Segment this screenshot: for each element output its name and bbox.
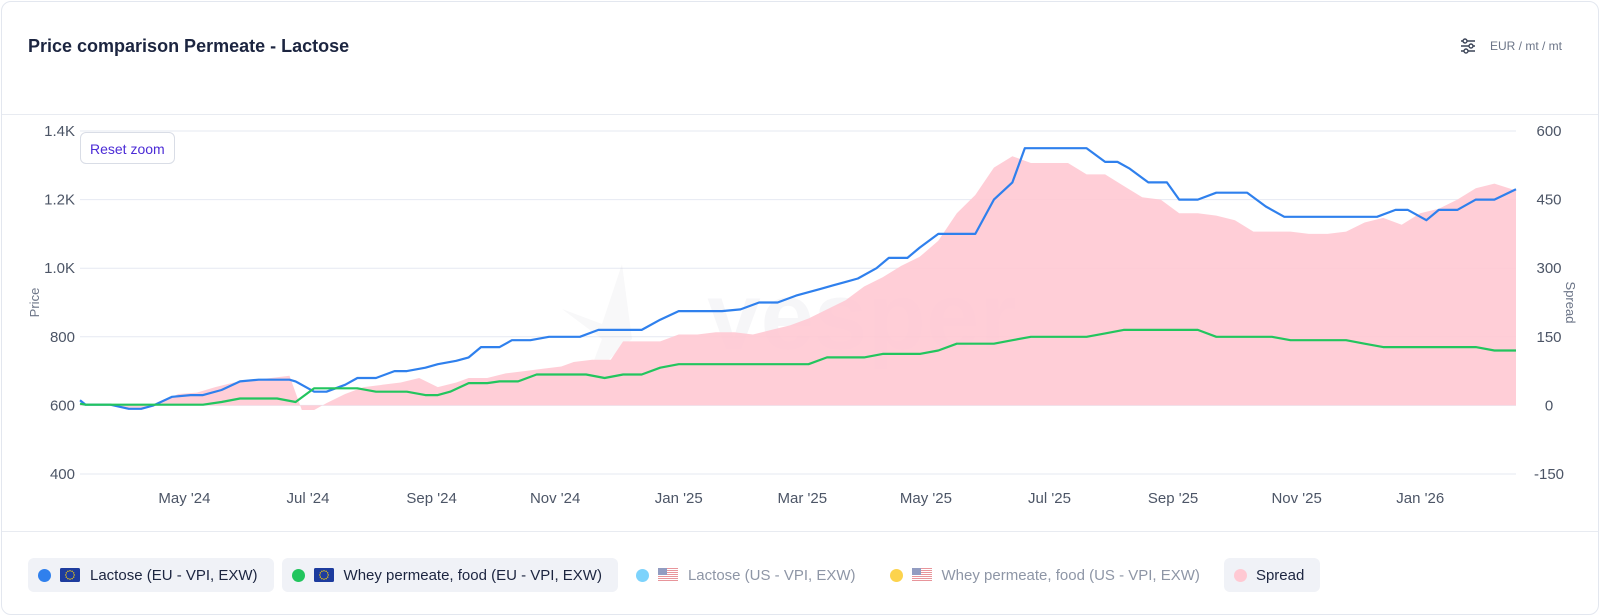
legend-item[interactable]: Whey permeate, food (US - VPI, EXW) xyxy=(880,558,1216,592)
y-tick-label: 1.2K xyxy=(44,192,75,209)
y2-tick-label: 600 xyxy=(1536,123,1561,140)
x-tick-label: May '24 xyxy=(158,490,210,507)
reset-zoom-button[interactable]: Reset zoom xyxy=(80,132,175,164)
legend-bar: Lactose (EU - VPI, EXW) Whey permeate, fo… xyxy=(2,531,1598,614)
y2-tick-label: 0 xyxy=(1545,397,1553,414)
series-spread-area xyxy=(80,156,1516,410)
chart-svg[interactable]: 400 600 800 1.0K 1.2K 1.4K -150 0 150 300 450 600 Pr… xyxy=(2,114,1599,532)
x-tick-label: Jan '26 xyxy=(1396,490,1444,507)
eu-flag-icon xyxy=(60,568,80,582)
series-permeate-eu-line xyxy=(79,328,1516,406)
legend-item[interactable]: Spread xyxy=(1223,558,1321,592)
legend-dot-icon xyxy=(889,568,903,582)
y-tick-label: 600 xyxy=(50,397,75,414)
y2-tick-label: 450 xyxy=(1536,192,1561,209)
x-tick-label: Nov '24 xyxy=(530,490,580,507)
x-tick-label: Sep '25 xyxy=(1148,490,1198,507)
legend-dot-icon xyxy=(635,568,649,582)
y2-axis-title: Spread xyxy=(1563,282,1578,324)
y2-tick-label: 300 xyxy=(1536,260,1561,277)
legend-item[interactable]: Whey permeate, food (EU - VPI, EXW) xyxy=(281,558,618,592)
x-tick-label: Jul '25 xyxy=(1028,490,1071,507)
unit-label: EUR / mt / mt xyxy=(1490,39,1562,53)
y2-tick-label: 150 xyxy=(1536,329,1561,346)
legend-dot-icon xyxy=(1233,568,1247,582)
x-tick-label: Nov '25 xyxy=(1271,490,1321,507)
series-lactose-eu-line xyxy=(79,147,1517,410)
eu-flag-icon xyxy=(313,568,334,582)
legend-dot-icon xyxy=(291,568,305,582)
legend-label: Lactose (EU - VPI, EXW) xyxy=(90,566,258,584)
legend-label: Whey permeate, food (US - VPI, EXW) xyxy=(941,566,1200,584)
legend-label: Lactose (US - VPI, EXW) xyxy=(687,566,856,584)
card-header: Price comparison Permeate - Lactose EUR … xyxy=(2,2,1598,115)
legend-dot-icon xyxy=(38,568,51,582)
y-tick-label: 1.0K xyxy=(44,260,75,277)
us-flag-icon xyxy=(657,568,678,582)
x-tick-label: Sep '24 xyxy=(406,490,456,507)
legend-label: Spread xyxy=(1255,566,1305,584)
x-tick-label: May '25 xyxy=(900,490,952,507)
legend-item[interactable]: Lactose (EU - VPI, EXW) xyxy=(28,558,274,592)
y-tick-label: 1.4K xyxy=(44,123,75,140)
us-flag-icon xyxy=(911,568,932,582)
page-title: Price comparison Permeate - Lactose xyxy=(28,36,350,56)
legend-item[interactable]: Lactose (US - VPI, EXW) xyxy=(626,558,872,592)
y-axis-title: Price xyxy=(27,288,42,318)
x-tick-label: Jul '24 xyxy=(287,490,330,507)
legend: Lactose (EU - VPI, EXW) Whey permeate, fo… xyxy=(28,558,1321,592)
y-tick-label: 800 xyxy=(50,329,75,346)
y2-tick-label: -150 xyxy=(1534,466,1564,483)
legend-label: Whey permeate, food (EU - VPI, EXW) xyxy=(343,566,602,584)
sliders-icon[interactable] xyxy=(1460,38,1476,54)
x-tick-label: Jan '25 xyxy=(655,490,703,507)
y-tick-label: 400 xyxy=(50,466,75,483)
chart-area[interactable]: 400 600 800 1.0K 1.2K 1.4K -150 0 150 300 450 600 Pr… xyxy=(2,114,1599,532)
unit-selector[interactable]: EUR / mt / mt xyxy=(1460,38,1562,54)
x-tick-label: Mar '25 xyxy=(778,490,828,507)
